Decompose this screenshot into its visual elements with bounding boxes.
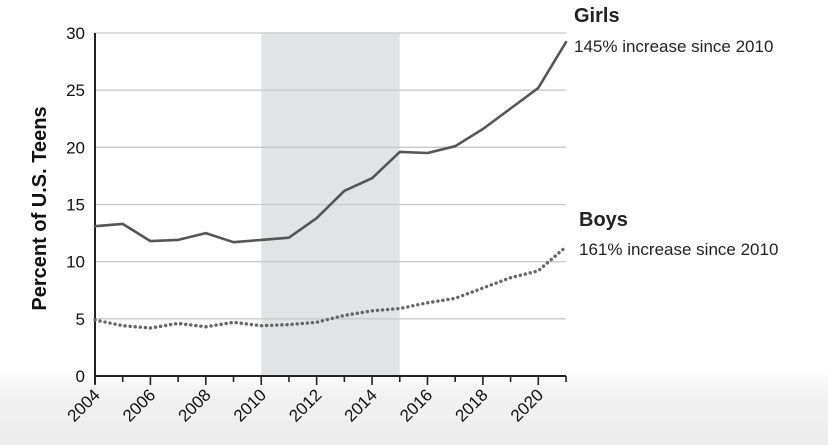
series-label-girls: Girls <box>574 5 620 27</box>
x-tick-label-2020: 2020 <box>507 385 547 425</box>
y-tick-label-15: 15 <box>66 196 85 215</box>
y-tick-label-10: 10 <box>66 253 85 272</box>
x-tick-label-2012: 2012 <box>285 385 325 425</box>
y-axis-title: Percent of U.S. Teens <box>29 106 51 310</box>
y-tick-label-0: 0 <box>76 367 85 386</box>
x-tick-label-2006: 2006 <box>119 385 159 425</box>
y-tick-label-20: 20 <box>66 138 85 157</box>
y-tick-label-25: 25 <box>66 81 85 100</box>
x-tick-label-2008: 2008 <box>174 385 214 425</box>
x-tick-label-2018: 2018 <box>452 385 492 425</box>
y-tick-label-5: 5 <box>76 310 85 329</box>
x-tick-label-2016: 2016 <box>396 385 436 425</box>
series-line-girls <box>93 40 568 244</box>
x-tick-label-2014: 2014 <box>341 385 381 425</box>
x-tick-label-2004: 2004 <box>64 385 104 425</box>
x-tick-label-2010: 2010 <box>230 385 270 425</box>
series-note-boys: 161% increase since 2010 <box>579 240 778 259</box>
series-label-boys: Boys <box>579 209 628 231</box>
series-note-girls: 145% increase since 2010 <box>574 37 773 56</box>
series-line-boys <box>93 245 568 330</box>
y-tick-label-30: 30 <box>66 24 85 43</box>
